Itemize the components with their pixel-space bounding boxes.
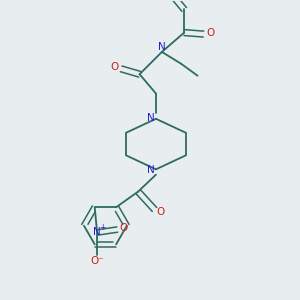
Text: O: O [120,224,128,233]
Text: N: N [93,227,101,237]
Text: N: N [158,42,166,52]
Text: O: O [157,207,165,217]
Text: O: O [110,62,119,72]
Text: O: O [206,28,214,38]
Text: N: N [147,113,154,124]
Text: N: N [147,165,154,175]
Text: +: + [99,223,106,232]
Text: O⁻: O⁻ [90,256,104,266]
